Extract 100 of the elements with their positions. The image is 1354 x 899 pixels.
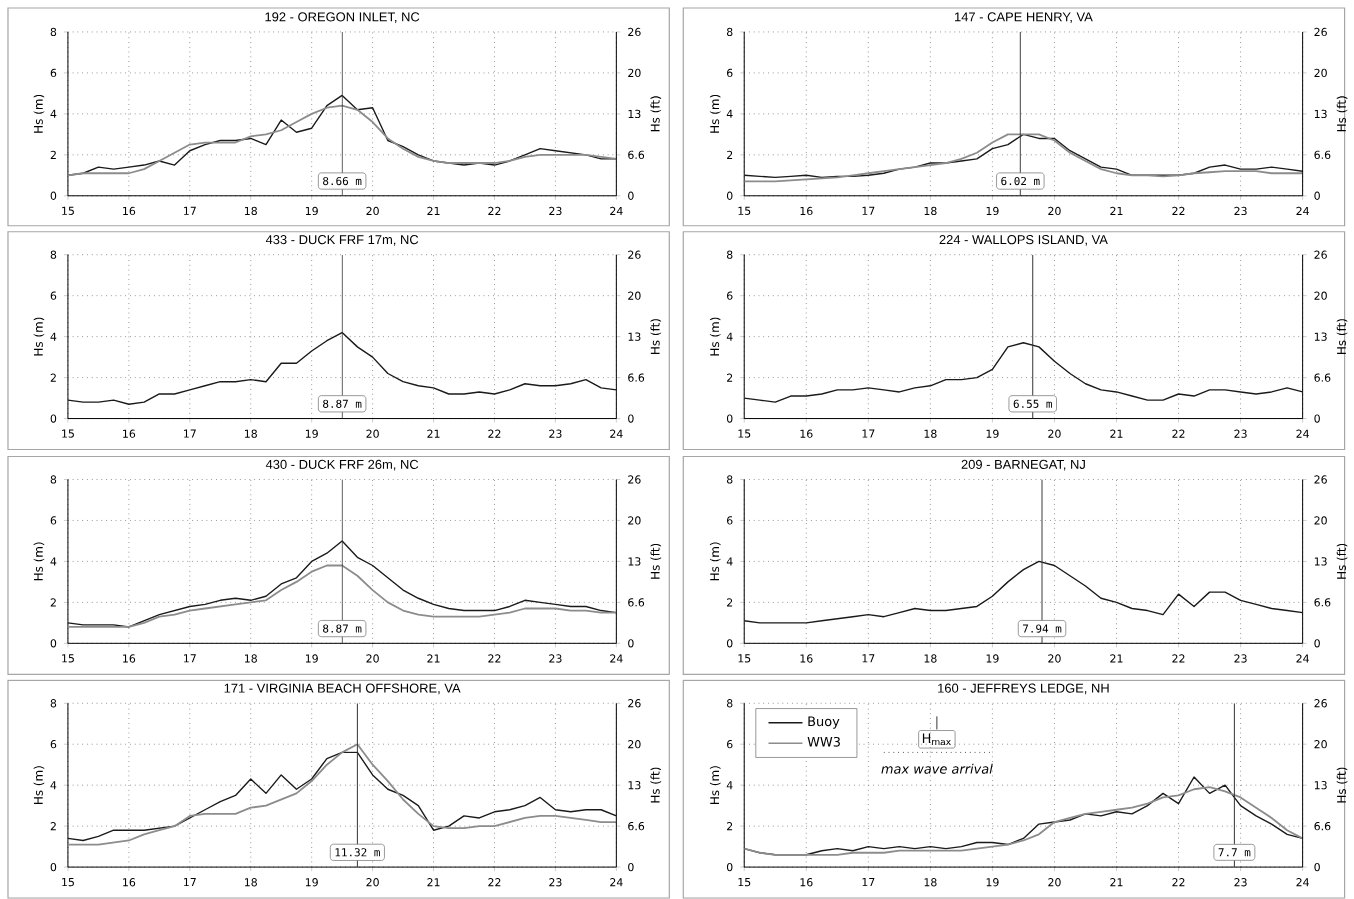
x-tick-label: 16: [123, 878, 136, 887]
x-tick-label: 18: [924, 429, 937, 439]
x-tick-label: 17: [862, 654, 875, 663]
x-tick-label: 24: [610, 206, 623, 216]
x-tick-label: 20: [1048, 878, 1061, 887]
x-tick-label: 24: [610, 654, 623, 663]
x-tick-label: 24: [610, 429, 623, 438]
x-tick-label: 17: [184, 878, 196, 887]
y-tick-label: 2: [50, 822, 56, 831]
y2-tick-label: 13: [1314, 557, 1327, 566]
x-tick-label: 21: [1110, 878, 1123, 887]
x-tick-label: 15: [62, 429, 74, 438]
x-tick-label: 18: [244, 429, 257, 439]
x-tick-label: 15: [738, 206, 751, 216]
x-tick-label: 20: [366, 206, 379, 216]
x-tick-label: 22: [488, 429, 501, 438]
x-tick-label: 22: [1172, 429, 1185, 438]
y-tick-label: 0: [726, 863, 733, 872]
x-tick-label: 15: [62, 206, 74, 216]
x-tick-label: 22: [1172, 654, 1185, 663]
y2-tick-label: 0: [1314, 863, 1320, 872]
y2-tick-label: 20: [628, 291, 641, 300]
y2-tick-label: 20: [1314, 291, 1327, 300]
x-tick-label: 17: [184, 429, 196, 438]
x-tick-label: 20: [366, 878, 379, 887]
y2-tick-label: 26: [1314, 699, 1327, 708]
ref-line-label: 7.94 m: [1023, 624, 1062, 633]
y-tick-label: 2: [727, 598, 733, 607]
y-axis-title: Hs (m): [33, 95, 45, 133]
x-tick-label: 22: [488, 654, 501, 663]
x-tick-label: 23: [549, 429, 562, 439]
y2-tick-label: 13: [628, 332, 641, 341]
y2-axis-title: Hs (ft): [1336, 767, 1348, 803]
y2-tick-label: 6.6: [628, 150, 645, 160]
y2-tick-label: 6.6: [1314, 822, 1331, 831]
y2-tick-label: 13: [1314, 781, 1327, 790]
y2-tick-label: 6.6: [628, 373, 645, 382]
y-tick-label: 6: [727, 740, 733, 749]
x-tick-label: 18: [244, 206, 257, 216]
chart-title: 224 - WALLOPS ISLAND, VA: [939, 235, 1108, 246]
y-tick-label: 4: [726, 110, 733, 119]
x-tick-label: 16: [800, 878, 813, 887]
y2-tick-label: 20: [628, 68, 641, 78]
chart-title: 171 - VIRGINIA BEACH OFFSHORE, VA: [224, 683, 461, 695]
chart-title: 209 - BARNEGAT, NJ: [961, 459, 1085, 471]
y-tick-label: 0: [726, 414, 733, 423]
ref-line-label: 8.66 m: [323, 177, 362, 186]
x-tick-label: 17: [184, 654, 196, 663]
annotation: H$_{max}$: [922, 733, 951, 746]
y-tick-label: 4: [726, 781, 733, 790]
x-tick-label: 24: [1296, 429, 1309, 438]
x-tick-label: 21: [1110, 429, 1123, 438]
ref-line-label: 8.87 m: [323, 399, 362, 409]
x-tick-label: 20: [1048, 206, 1061, 216]
y-tick-label: 6: [727, 291, 733, 300]
y-axis-title: Hs (m): [33, 542, 45, 581]
y-tick-label: 6: [50, 740, 57, 749]
y2-axis-title: Hs (ft): [1336, 544, 1348, 579]
x-tick-label: 15: [738, 878, 751, 887]
y2-tick-label: 13: [628, 109, 641, 119]
x-tick-label: 16: [800, 429, 813, 439]
x-tick-label: 18: [924, 878, 937, 887]
y-tick-label: 2: [727, 373, 733, 382]
y2-tick-label: 0: [628, 863, 634, 872]
y2-axis-title: Hs (ft): [1336, 96, 1348, 132]
y2-tick-label: 20: [628, 516, 641, 525]
y2-tick-label: 0: [628, 191, 634, 201]
x-tick-label: 23: [549, 206, 562, 216]
x-tick-label: 16: [123, 429, 136, 439]
y2-tick-label: 20: [1314, 68, 1327, 78]
y2-tick-label: 20: [1314, 516, 1327, 525]
x-tick-label: 23: [549, 654, 562, 663]
y-tick-label: 2: [50, 598, 56, 607]
x-tick-label: 19: [305, 429, 318, 439]
x-tick-label: 22: [1172, 206, 1185, 216]
x-tick-label: 22: [1172, 878, 1185, 887]
x-tick-label: 22: [488, 206, 501, 216]
x-tick-label: 16: [123, 654, 136, 663]
x-tick-label: 18: [244, 654, 257, 663]
y-axis-title: Hs (m): [709, 766, 721, 805]
x-tick-label: 16: [123, 206, 136, 216]
x-tick-label: 15: [738, 654, 751, 663]
x-tick-label: 19: [305, 206, 318, 216]
ref-line-label: 6.55 m: [1013, 399, 1052, 409]
chart-title: 430 - DUCK FRF 26m, NC: [265, 459, 419, 471]
y2-tick-label: 6.6: [628, 822, 645, 831]
y-tick-label: 0: [50, 863, 57, 872]
y-tick-label: 2: [727, 822, 733, 831]
ref-line-label: 11.32 m: [335, 848, 380, 857]
y-tick-label: 6: [727, 516, 733, 525]
x-tick-label: 20: [366, 654, 379, 663]
x-tick-label: 19: [986, 206, 999, 216]
y2-tick-label: 26: [628, 27, 641, 37]
y2-tick-label: 26: [628, 475, 641, 484]
y-tick-label: 2: [727, 150, 733, 160]
y2-tick-label: 0: [628, 639, 634, 648]
y-tick-label: 0: [50, 191, 57, 201]
y2-axis-title: Hs (ft): [650, 96, 662, 132]
chart-title: 433 - DUCK FRF 17m, NC: [265, 235, 419, 246]
y2-tick-label: 0: [1314, 639, 1320, 648]
